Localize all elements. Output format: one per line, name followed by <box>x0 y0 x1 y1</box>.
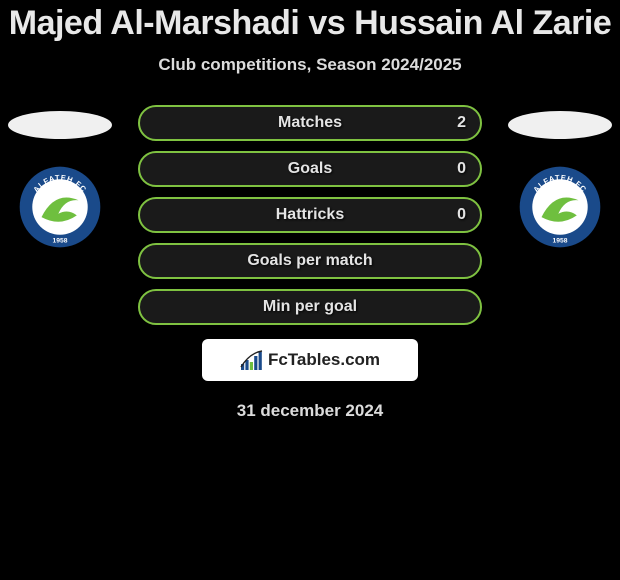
subtitle: Club competitions, Season 2024/2025 <box>0 55 620 75</box>
date-label: 31 december 2024 <box>0 401 620 421</box>
page-title: Majed Al-Marshadi vs Hussain Al Zarie <box>0 4 620 43</box>
comparison-area: ALFATEH FC 1958 ALFATEH FC 1958 Matches 2… <box>0 105 620 421</box>
svg-text:1958: 1958 <box>553 237 568 244</box>
stat-row: Goals per match <box>138 243 482 279</box>
stat-value-right: 0 <box>457 160 466 178</box>
stat-label: Hattricks <box>276 206 344 224</box>
stat-value-right: 0 <box>457 206 466 224</box>
logo-bars-icon <box>240 350 264 370</box>
stat-label: Matches <box>278 114 342 132</box>
svg-text:1958: 1958 <box>53 237 68 244</box>
stat-label: Goals per match <box>247 252 372 270</box>
club-badge-right: ALFATEH FC 1958 <box>518 165 602 249</box>
stat-row: Goals 0 <box>138 151 482 187</box>
player-right-oval <box>508 111 612 139</box>
stat-value-right: 2 <box>457 114 466 132</box>
player-left-oval <box>8 111 112 139</box>
club-badge-left: ALFATEH FC 1958 <box>18 165 102 249</box>
site-logo-pill: FcTables.com <box>202 339 418 381</box>
stat-label: Min per goal <box>263 298 357 316</box>
stat-row: Matches 2 <box>138 105 482 141</box>
stat-label: Goals <box>288 160 332 178</box>
stat-rows: Matches 2 Goals 0 Hattricks 0 Goals per match M… <box>138 105 482 325</box>
site-logo-text: FcTables.com <box>268 350 380 370</box>
stat-row: Hattricks 0 <box>138 197 482 233</box>
stat-row: Min per goal <box>138 289 482 325</box>
